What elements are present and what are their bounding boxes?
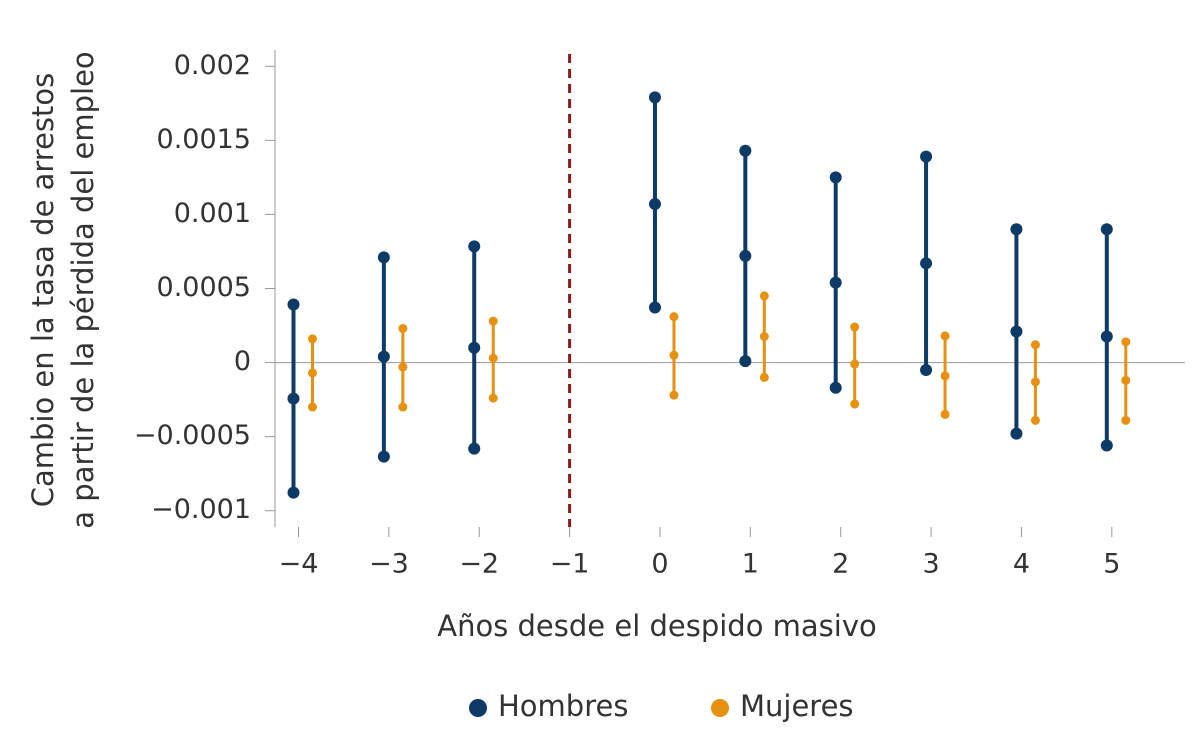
legend-marker — [469, 699, 487, 717]
point — [648, 198, 661, 211]
x-tick-label: 1 — [742, 549, 759, 580]
error-low — [287, 486, 300, 499]
error-high — [940, 331, 950, 341]
error-low — [377, 450, 390, 463]
error-high — [759, 291, 769, 301]
point — [739, 249, 752, 262]
error-high — [739, 144, 752, 157]
error-high — [287, 298, 300, 311]
error-low — [669, 390, 679, 400]
point — [829, 276, 842, 289]
error-high — [377, 251, 390, 264]
point — [759, 331, 769, 341]
error-high — [1121, 337, 1131, 347]
error-low — [1100, 439, 1113, 452]
error-high — [1010, 223, 1023, 236]
error-low — [1030, 415, 1040, 425]
point — [287, 392, 300, 405]
y-tick-label: 0.0005 — [157, 272, 251, 303]
y-tick-label: 0 — [234, 346, 251, 377]
point — [1121, 375, 1131, 385]
x-tick-label: −1 — [550, 549, 590, 580]
point — [398, 362, 408, 372]
x-tick-label: 4 — [1013, 549, 1030, 580]
error-high — [1030, 340, 1040, 350]
y-tick-label: −0.001 — [151, 494, 251, 525]
error-high — [307, 334, 317, 344]
error-high — [850, 322, 860, 332]
error-low — [1121, 415, 1131, 425]
error-low — [829, 381, 842, 394]
error-low — [648, 301, 661, 314]
point — [468, 341, 481, 354]
error-high — [1100, 223, 1113, 236]
error-low — [307, 402, 317, 412]
x-axis-label: Años desde el despido masivo — [437, 609, 877, 643]
y-axis-label: Cambio en la tasa de arrestos — [26, 73, 60, 508]
y-tick-label: 0.002 — [174, 50, 251, 81]
x-tick-label: 0 — [651, 549, 668, 580]
error-low — [1010, 427, 1023, 440]
y-tick-label: −0.0005 — [134, 420, 251, 451]
point — [377, 350, 390, 363]
error-high — [468, 240, 481, 253]
error-high — [648, 91, 661, 104]
error-high — [398, 323, 408, 333]
point — [850, 359, 860, 369]
point — [669, 350, 679, 360]
x-tick-label: −3 — [369, 549, 409, 580]
error-low — [940, 409, 950, 419]
error-low — [920, 363, 933, 376]
legend-marker — [711, 699, 729, 717]
error-low — [759, 372, 769, 382]
error-low — [850, 399, 860, 409]
error-low — [488, 393, 498, 403]
x-tick-label: −2 — [459, 549, 499, 580]
error-high — [488, 316, 498, 326]
x-tick-label: 2 — [832, 549, 849, 580]
x-tick-label: −4 — [279, 549, 319, 580]
y-axis-label: a partir de la pérdida del empleo — [66, 51, 100, 528]
legend-label: Mujeres — [740, 689, 854, 723]
point — [940, 371, 950, 381]
legend-label: Hombres — [498, 689, 628, 723]
point — [1010, 325, 1023, 338]
x-tick-label: 3 — [922, 549, 939, 580]
point — [1100, 330, 1113, 343]
point — [307, 368, 317, 378]
point — [1030, 377, 1040, 387]
x-tick-label: 5 — [1103, 549, 1120, 580]
error-low — [468, 442, 481, 455]
y-tick-label: 0.0015 — [157, 124, 251, 155]
error-high — [669, 312, 679, 322]
error-low — [398, 402, 408, 412]
y-tick-label: 0.001 — [174, 198, 251, 229]
error-high — [920, 150, 933, 163]
error-low — [739, 355, 752, 368]
point — [920, 257, 933, 270]
error-high — [829, 171, 842, 184]
point — [488, 353, 498, 363]
